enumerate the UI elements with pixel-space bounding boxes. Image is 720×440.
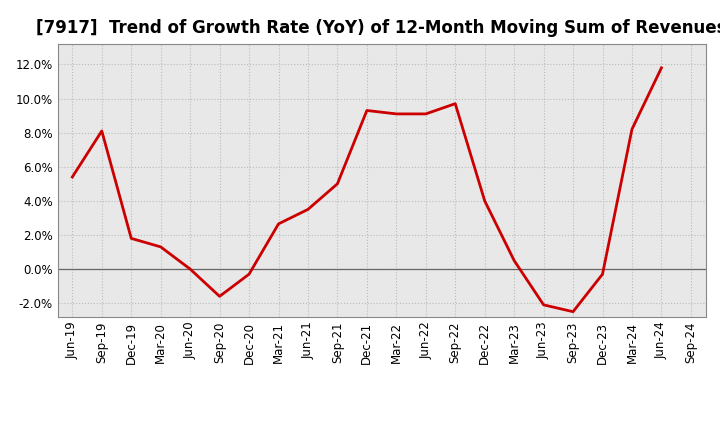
Title: [7917]  Trend of Growth Rate (YoY) of 12-Month Moving Sum of Revenues: [7917] Trend of Growth Rate (YoY) of 12-… <box>36 19 720 37</box>
